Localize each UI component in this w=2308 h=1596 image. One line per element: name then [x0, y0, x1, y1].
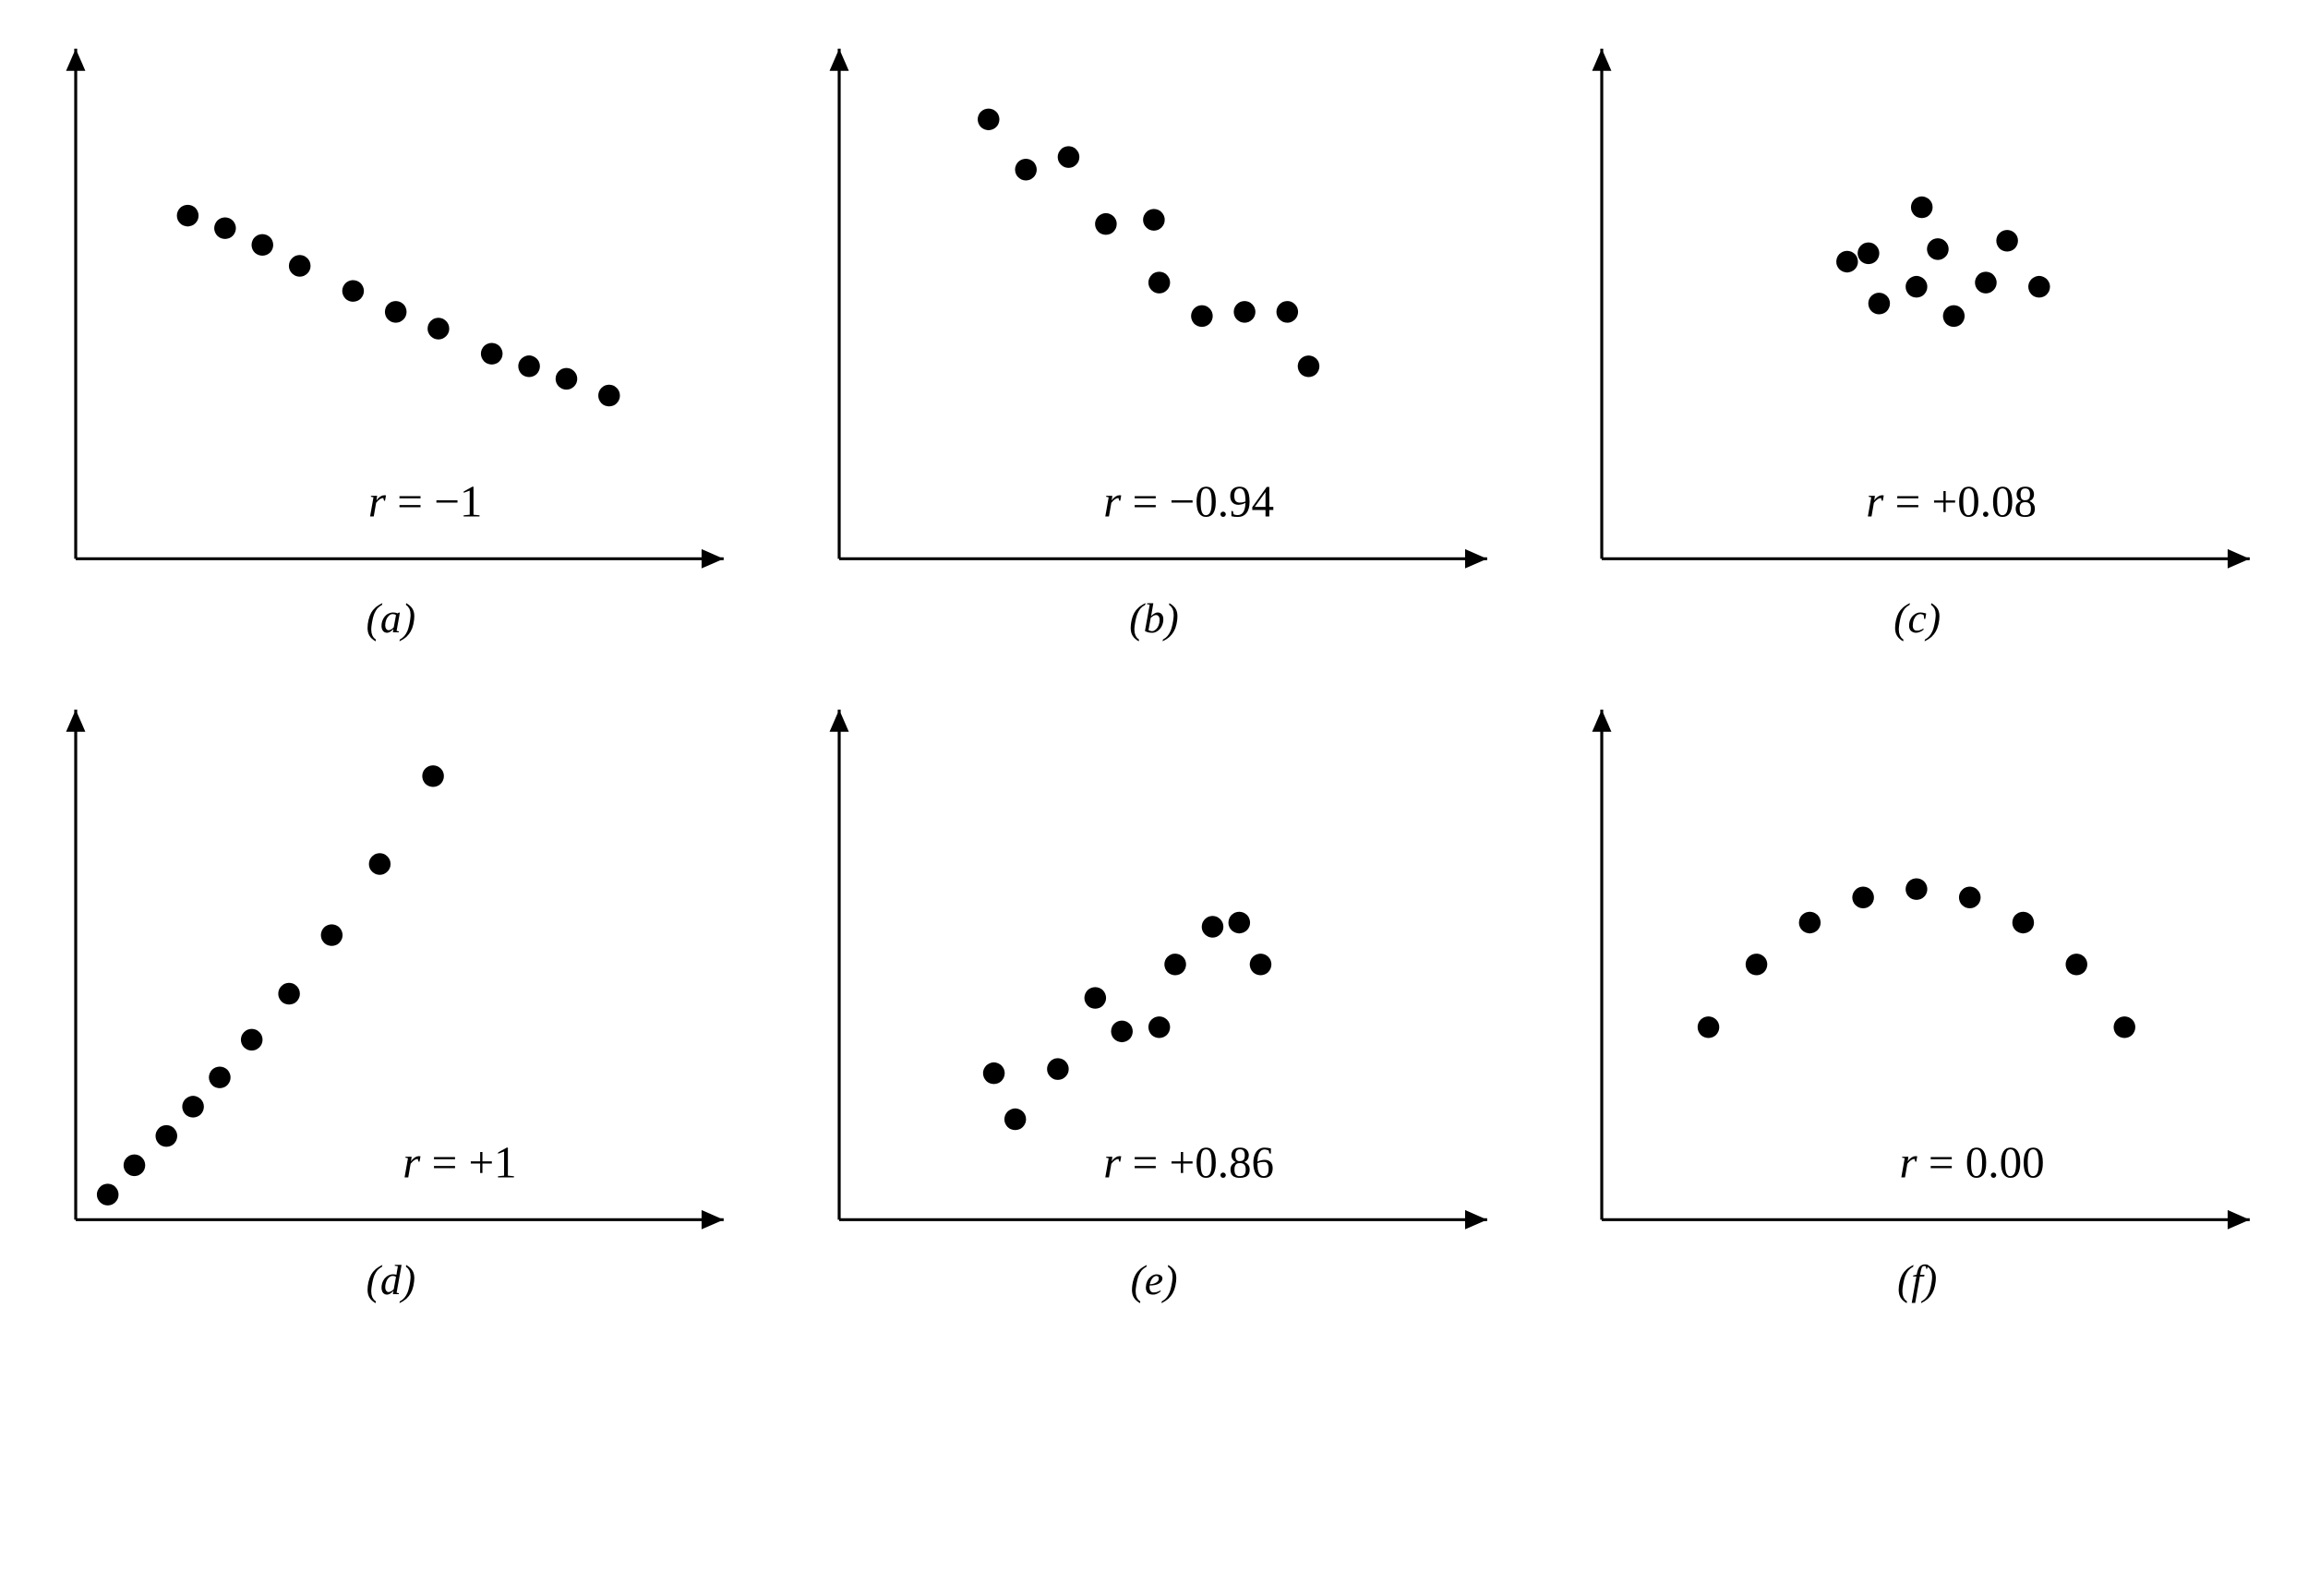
- scatter-plot-f: r = 0.00: [1572, 698, 2262, 1249]
- data-point: [155, 1125, 176, 1146]
- correlation-label: r = −1: [368, 476, 482, 527]
- data-point: [978, 109, 999, 130]
- data-point: [1057, 146, 1078, 167]
- y-axis-arrow-icon: [66, 710, 86, 732]
- scatter-grid: r = −1 (a) r = −0.94 (b) r = +0.08 (c) r = +1 (…: [46, 37, 2262, 1304]
- y-axis-arrow-icon: [829, 710, 848, 732]
- data-point: [241, 1029, 262, 1050]
- correlation-label: r = 0.00: [1900, 1137, 2045, 1188]
- scatter-plot-a: r = −1: [46, 37, 736, 588]
- data-point: [1997, 230, 2018, 251]
- data-point: [422, 765, 443, 786]
- y-axis-arrow-icon: [66, 49, 86, 71]
- data-point: [1853, 887, 1874, 908]
- x-axis-arrow-icon: [1465, 549, 1487, 569]
- data-point: [278, 983, 299, 1004]
- data-point: [1857, 243, 1879, 264]
- data-point: [1201, 917, 1222, 938]
- data-point: [427, 318, 449, 339]
- data-point: [1233, 301, 1255, 322]
- scatter-plot-b: r = −0.94: [810, 37, 1499, 588]
- data-point: [556, 368, 577, 390]
- data-point: [214, 217, 235, 238]
- panel-sublabel-b: (b): [810, 594, 1499, 642]
- panel-b: r = −0.94 (b): [810, 37, 1499, 642]
- data-point: [182, 1097, 203, 1118]
- data-point: [1004, 1109, 1026, 1130]
- data-point: [2066, 954, 2087, 975]
- data-point: [1164, 954, 1185, 975]
- data-point: [124, 1155, 145, 1176]
- data-point: [251, 234, 272, 256]
- panel-sublabel-d: (d): [46, 1255, 736, 1304]
- data-point: [2013, 912, 2034, 933]
- correlation-label: r = +0.08: [1867, 476, 2038, 527]
- y-axis-arrow-icon: [1593, 49, 1612, 71]
- panel-d: r = +1 (d): [46, 698, 736, 1303]
- panel-f: r = 0.00 (f): [1572, 698, 2262, 1303]
- data-point: [982, 1062, 1004, 1084]
- x-axis-arrow-icon: [702, 1210, 724, 1230]
- data-point: [1959, 887, 1980, 908]
- data-point: [1084, 988, 1105, 1009]
- data-point: [97, 1184, 118, 1206]
- data-point: [1799, 912, 1821, 933]
- panel-sublabel-c: (c): [1572, 594, 2262, 642]
- panel-c: r = +0.08 (c): [1572, 37, 2262, 642]
- data-point: [1095, 213, 1116, 234]
- scatter-plot-d: r = +1: [46, 698, 736, 1249]
- data-point: [1143, 209, 1164, 230]
- data-point: [481, 342, 502, 364]
- data-point: [1148, 1016, 1170, 1038]
- panel-sublabel-f: (f): [1572, 1255, 2262, 1304]
- x-axis-arrow-icon: [1465, 1210, 1487, 1230]
- data-point: [2114, 1016, 2135, 1038]
- panel-e: r = +0.86 (e): [810, 698, 1499, 1303]
- data-point: [1111, 1021, 1132, 1042]
- data-point: [321, 925, 343, 946]
- data-point: [1191, 306, 1212, 327]
- data-point: [289, 255, 310, 276]
- data-point: [1905, 879, 1927, 900]
- data-point: [518, 355, 539, 377]
- data-point: [369, 854, 391, 875]
- data-point: [1746, 954, 1767, 975]
- data-point: [385, 301, 406, 322]
- data-point: [1228, 912, 1249, 933]
- data-point: [209, 1067, 230, 1088]
- scatter-plot-c: r = +0.08: [1572, 37, 2262, 588]
- data-point: [1015, 159, 1036, 180]
- data-point: [2028, 276, 2050, 297]
- panel-sublabel-a: (a): [46, 594, 736, 642]
- data-point: [1276, 301, 1297, 322]
- data-point: [1249, 954, 1270, 975]
- data-point: [1911, 197, 1932, 218]
- data-point: [1976, 271, 1997, 293]
- data-point: [1047, 1059, 1068, 1080]
- panel-sublabel-e: (e): [810, 1255, 1499, 1304]
- x-axis-arrow-icon: [702, 549, 724, 569]
- data-point: [177, 205, 198, 226]
- data-point: [1148, 271, 1170, 293]
- data-point: [1869, 293, 1890, 314]
- data-point: [1836, 251, 1857, 272]
- scatter-plot-e: r = +0.86: [810, 698, 1499, 1249]
- correlation-label: r = +1: [403, 1137, 516, 1188]
- x-axis-arrow-icon: [2228, 1210, 2250, 1230]
- data-point: [343, 280, 364, 301]
- data-point: [1698, 1016, 1719, 1038]
- data-point: [1943, 306, 1965, 327]
- correlation-label: r = −0.94: [1103, 476, 1274, 527]
- x-axis-arrow-icon: [2228, 549, 2250, 569]
- data-point: [598, 385, 619, 406]
- correlation-label: r = +0.86: [1103, 1137, 1274, 1188]
- y-axis-arrow-icon: [829, 49, 848, 71]
- data-point: [1905, 276, 1927, 297]
- y-axis-arrow-icon: [1593, 710, 1612, 732]
- data-point: [1928, 238, 1949, 259]
- data-point: [1297, 355, 1318, 377]
- panel-a: r = −1 (a): [46, 37, 736, 642]
